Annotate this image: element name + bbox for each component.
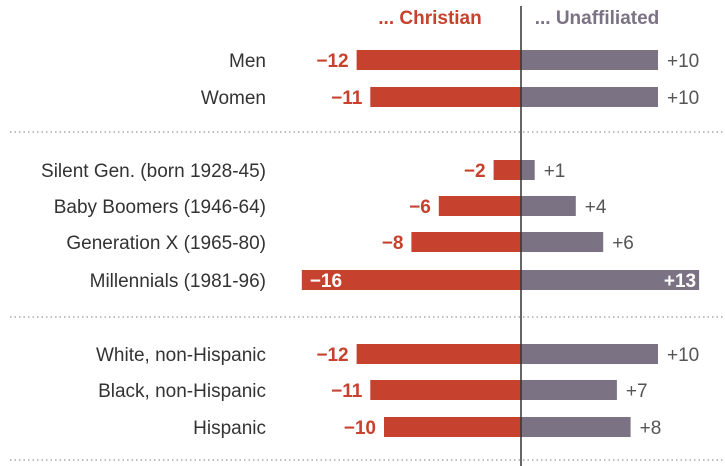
unaffiliated-bar xyxy=(521,160,535,180)
christian-bar xyxy=(384,417,521,437)
category-label: Men xyxy=(229,51,266,72)
unaffiliated-value-label: +13 xyxy=(664,271,696,292)
christian-value-label: −11 xyxy=(331,88,363,109)
unaffiliated-value-label: +4 xyxy=(585,197,607,218)
category-label: Silent Gen. (born 1928-45) xyxy=(41,161,266,182)
unaffiliated-bar xyxy=(521,344,658,364)
unaffiliated-value-label: +8 xyxy=(640,418,662,439)
unaffiliated-value-label: +10 xyxy=(667,88,699,109)
christian-column-header: ... Christian xyxy=(378,8,481,29)
unaffiliated-value-label: +1 xyxy=(544,161,566,182)
unaffiliated-value-label: +10 xyxy=(667,51,699,72)
christian-bar xyxy=(493,160,521,180)
christian-bar xyxy=(370,87,521,107)
christian-value-label: −10 xyxy=(344,418,376,439)
unaffiliated-value-label: +6 xyxy=(612,233,634,254)
christian-value-label: −16 xyxy=(310,271,342,292)
category-label: Baby Boomers (1946-64) xyxy=(54,197,266,218)
category-label: Hispanic xyxy=(193,418,266,439)
unaffiliated-bar xyxy=(521,270,700,290)
christian-bar xyxy=(356,344,521,364)
christian-bar xyxy=(411,232,521,252)
unaffiliated-bar xyxy=(521,232,604,252)
category-label: Black, non-Hispanic xyxy=(98,381,266,402)
christian-bar xyxy=(370,380,521,400)
category-label: Women xyxy=(201,88,266,109)
christian-value-label: −12 xyxy=(316,345,348,366)
christian-value-label: −8 xyxy=(382,233,404,254)
unaffiliated-bar xyxy=(521,50,658,70)
category-label: White, non-Hispanic xyxy=(96,345,266,366)
christian-value-label: −6 xyxy=(409,197,431,218)
unaffiliated-bar xyxy=(521,87,658,107)
christian-value-label: −11 xyxy=(331,381,363,402)
category-label: Generation X (1965-80) xyxy=(66,233,266,254)
unaffiliated-bar xyxy=(521,380,617,400)
christian-bar xyxy=(301,270,521,290)
category-label: Millennials (1981-96) xyxy=(90,271,266,292)
christian-bar xyxy=(356,50,521,70)
unaffiliated-column-header: ... Unaffiliated xyxy=(535,8,660,29)
christian-bar xyxy=(438,196,521,216)
christian-value-label: −2 xyxy=(464,161,486,182)
unaffiliated-bar xyxy=(521,196,576,216)
unaffiliated-value-label: +7 xyxy=(626,381,648,402)
unaffiliated-bar xyxy=(521,417,631,437)
christian-value-label: −12 xyxy=(316,51,348,72)
unaffiliated-value-label: +10 xyxy=(667,345,699,366)
